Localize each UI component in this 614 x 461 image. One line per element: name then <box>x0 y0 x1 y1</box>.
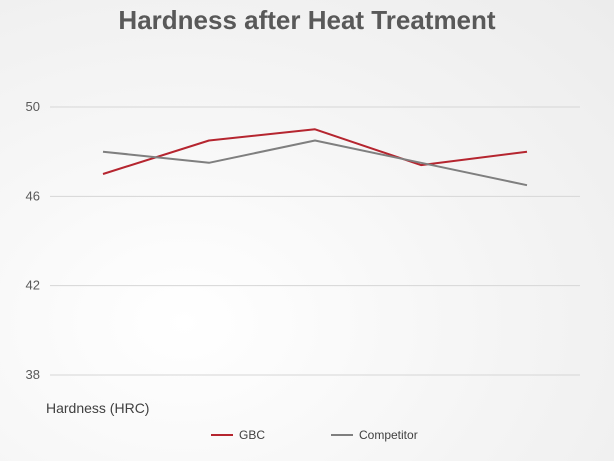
y-tick-label: 38 <box>26 367 40 382</box>
legend-label-gbc: GBC <box>239 428 266 442</box>
legend-item-gbc: GBC <box>211 428 265 442</box>
y-tick-label: 42 <box>26 278 40 293</box>
series-lines <box>102 128 528 187</box>
y-tick-labels: 38 42 46 50 <box>26 99 40 382</box>
legend: GBC Competitor <box>0 428 614 448</box>
series-line-gbc <box>102 128 528 175</box>
y-axis-title: Hardness (HRC) <box>46 400 150 416</box>
legend-item-competitor: Competitor <box>331 428 418 442</box>
chart-title: Hardness after Heat Treatment <box>118 5 496 35</box>
y-tick-label: 46 <box>26 188 40 203</box>
y-tick-label: 50 <box>26 99 40 114</box>
legend-swatch-gbc <box>211 434 233 436</box>
gridlines <box>50 106 580 376</box>
legend-swatch-competitor <box>331 434 353 436</box>
series-line-competitor <box>102 139 528 187</box>
legend-label-competitor: Competitor <box>359 428 418 442</box>
